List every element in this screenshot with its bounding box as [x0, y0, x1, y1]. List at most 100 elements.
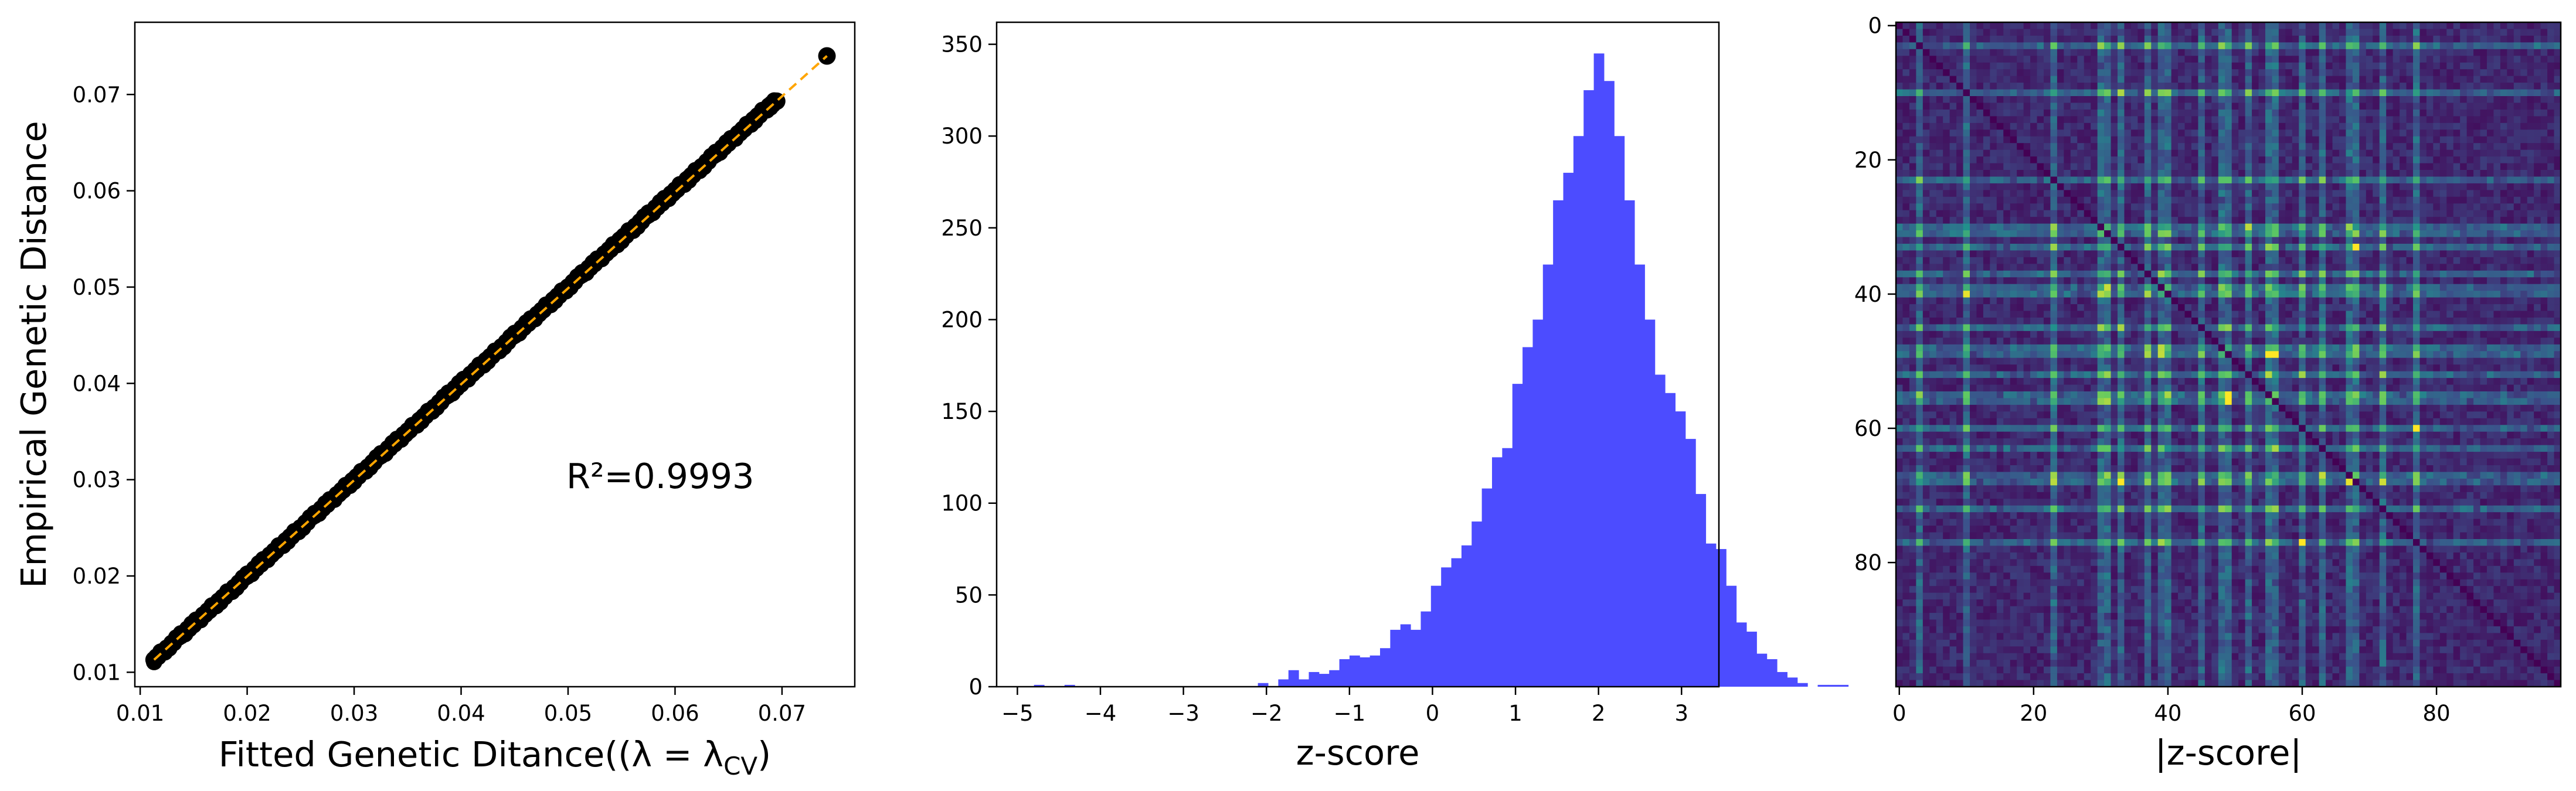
- heatmap-cell: [2157, 311, 2165, 318]
- heatmap-cell: [2520, 190, 2528, 197]
- heatmap-cell: [2513, 250, 2521, 258]
- heatmap-cell: [2184, 230, 2192, 238]
- heatmap-cell: [1896, 257, 1904, 264]
- histogram-bar: [1553, 200, 1564, 687]
- heatmap-cell: [2077, 217, 2085, 224]
- heatmap-cell: [2332, 264, 2340, 271]
- heatmap-cell: [2439, 230, 2447, 238]
- heatmap-cell: [2084, 96, 2091, 104]
- heatmap-cell: [2238, 304, 2246, 312]
- heatmap-cell: [2017, 116, 2024, 124]
- heatmap-cell: [2137, 297, 2145, 305]
- heatmap-cell: [2118, 210, 2125, 217]
- heatmap-cell: [1963, 170, 1970, 178]
- heatmap-cell: [2084, 35, 2091, 43]
- heatmap-cell: [1949, 264, 1957, 271]
- heatmap-cell: [2023, 170, 2031, 178]
- heatmap-cell: [1896, 96, 1904, 104]
- heatmap-cell: [2460, 270, 2468, 278]
- heatmap-cell: [2077, 116, 2085, 124]
- heatmap-cell: [2466, 244, 2474, 251]
- heatmap-cell: [2473, 277, 2481, 285]
- heatmap-cell: [2064, 297, 2071, 305]
- heatmap-cell: [2339, 270, 2347, 278]
- heatmap-cell: [2144, 270, 2152, 278]
- heatmap-cell: [2097, 103, 2105, 110]
- heatmap-cell: [2003, 56, 2011, 63]
- heatmap-cell: [2339, 237, 2347, 244]
- heatmap-cell: [2278, 244, 2286, 251]
- heatmap-cell: [2413, 270, 2421, 278]
- heatmap-cell: [2091, 89, 2098, 97]
- heatmap-cell: [2252, 49, 2259, 56]
- heatmap-cell: [2198, 116, 2205, 124]
- heatmap-cell: [2487, 210, 2495, 217]
- heatmap-cell: [2191, 291, 2199, 298]
- heatmap-cell: [2466, 203, 2474, 211]
- heatmap-cell: [2171, 190, 2179, 197]
- heatmap-cell: [2419, 190, 2427, 197]
- heatmap-cell: [2460, 163, 2468, 171]
- heatmap-cell: [2339, 183, 2347, 190]
- heatmap-cell: [2527, 210, 2534, 217]
- heatmap-cell: [2386, 203, 2394, 211]
- heatmap-cell: [2473, 96, 2481, 104]
- heatmap-cell: [2299, 304, 2306, 312]
- heatmap-cell: [1936, 103, 1943, 110]
- heatmap-cell: [2252, 318, 2259, 325]
- heatmap-cell: [2064, 76, 2071, 83]
- heatmap-cell: [2373, 284, 2380, 291]
- heatmap-cell: [1909, 170, 1916, 178]
- heatmap-cell: [1976, 203, 1984, 211]
- heatmap-cell: [2272, 284, 2279, 291]
- heatmap-cell: [2050, 203, 2058, 211]
- heatmap-cell: [2373, 223, 2380, 231]
- heatmap-cell: [2057, 284, 2064, 291]
- heatmap-cell: [2272, 149, 2279, 157]
- heatmap-cell: [1990, 230, 1997, 238]
- heatmap-cell: [2480, 196, 2487, 204]
- heatmap-cell: [1956, 284, 1964, 291]
- heatmap-cell: [2178, 129, 2186, 137]
- heatmap-cell: [2319, 42, 2326, 50]
- heatmap-cell: [2084, 76, 2091, 83]
- heatmap-cell: [2010, 42, 2017, 50]
- heatmap-cell: [2211, 250, 2219, 258]
- heatmap-cell: [2285, 35, 2293, 43]
- heatmap-cell: [2312, 183, 2320, 190]
- heatmap-cell: [2003, 122, 2011, 130]
- heatmap-cell: [2439, 318, 2447, 325]
- heatmap-cell: [1949, 324, 1957, 332]
- heatmap-cell: [2305, 129, 2313, 137]
- heatmap-cell: [2386, 210, 2394, 217]
- heatmap-cell: [2204, 277, 2212, 285]
- heatmap-cell: [1970, 223, 1977, 231]
- heatmap-cell: [2326, 203, 2333, 211]
- heatmap-cell: [2023, 291, 2031, 298]
- heatmap-cell: [2513, 96, 2521, 104]
- heatmap-cell: [1996, 210, 2004, 217]
- heatmap-cell: [2151, 237, 2159, 244]
- heatmap-cell: [2473, 49, 2481, 56]
- heatmap-cell: [2305, 183, 2313, 190]
- heatmap-cell: [2238, 183, 2246, 190]
- heatmap-cell: [2198, 311, 2205, 318]
- heatmap-cell: [2084, 129, 2091, 137]
- heatmap-cell: [2057, 244, 2064, 251]
- heatmap-cell: [2373, 324, 2380, 332]
- heatmap-cell: [2097, 89, 2105, 97]
- heatmap-cell: [1990, 311, 1997, 318]
- heatmap-cell: [1963, 56, 1970, 63]
- heatmap-cell: [2487, 69, 2495, 77]
- heatmap-cell: [1949, 183, 1957, 190]
- heatmap-cell: [2473, 149, 2481, 157]
- heatmap-cell: [1902, 62, 1910, 70]
- heatmap-cell: [2534, 42, 2541, 50]
- heatmap-cell: [2527, 56, 2534, 63]
- heatmap-cell: [2137, 170, 2145, 178]
- heatmap-cell: [2520, 42, 2528, 50]
- heatmap-cell: [2493, 297, 2501, 305]
- heatmap-cell: [2292, 163, 2299, 171]
- heatmap-cell: [2446, 210, 2454, 217]
